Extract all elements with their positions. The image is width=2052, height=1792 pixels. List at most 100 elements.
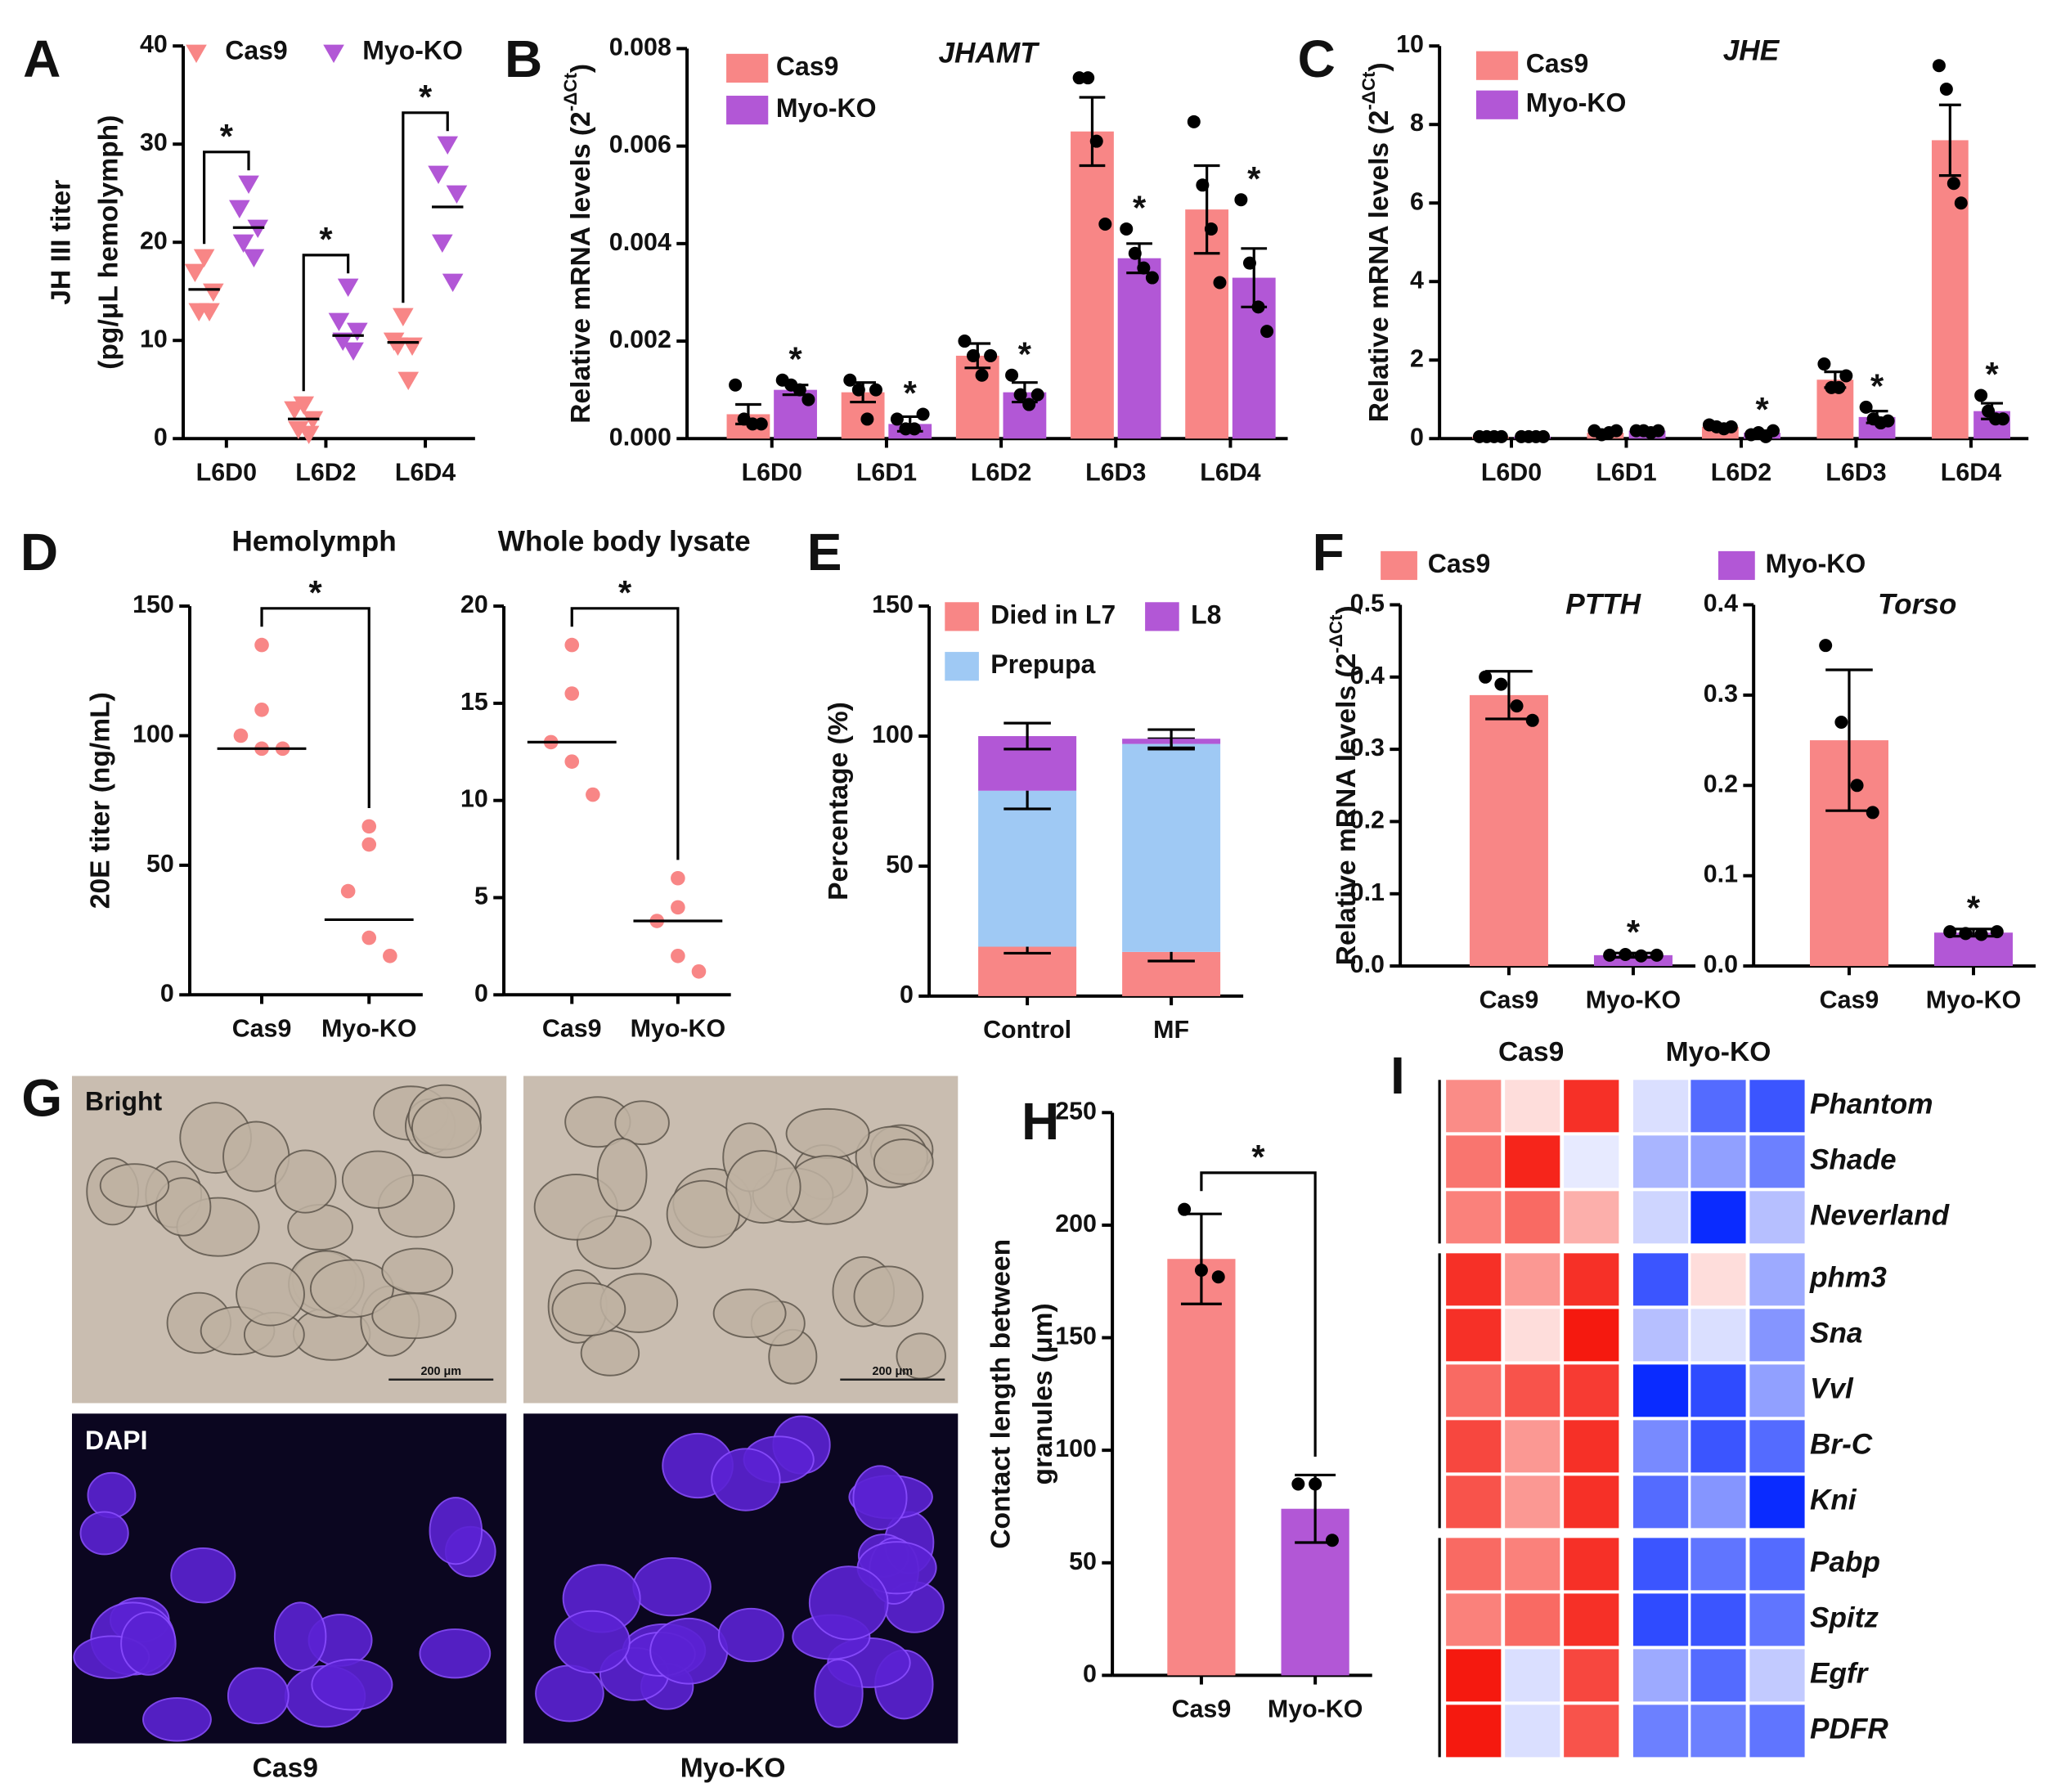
heatmap-cell: [1505, 1080, 1560, 1133]
granule: [429, 1497, 483, 1565]
data-point: [254, 703, 269, 717]
data-point: [1494, 429, 1508, 443]
panel-letter: H: [1022, 1092, 1059, 1151]
heatmap-cell: [1632, 1593, 1689, 1646]
data-point: [298, 425, 320, 445]
data-point: [1954, 196, 1968, 210]
row-label: DAPI: [85, 1426, 147, 1455]
error-bar: [1610, 951, 1657, 959]
data-point: [1260, 325, 1274, 339]
granule: [142, 1697, 212, 1742]
data-point: [1145, 271, 1159, 285]
heatmap-cell: [1564, 1475, 1619, 1529]
x-tick-label: Cas9: [542, 1015, 602, 1043]
bar: [1117, 258, 1161, 439]
bar: [1071, 131, 1114, 439]
data-point: [1990, 925, 2004, 939]
significance-label: *: [309, 573, 323, 612]
granule: [79, 1511, 129, 1556]
y-tick-label: 10: [460, 785, 488, 813]
x-tick-label: Myo-KO: [1926, 986, 2021, 1013]
heatmap-cell: [1749, 1309, 1805, 1362]
y-tick-label: 0.006: [609, 131, 671, 159]
panel-letter: A: [23, 29, 61, 88]
bar-segment: [978, 946, 1077, 996]
row-label: Sna: [1810, 1318, 1863, 1350]
significance-bracket: [1200, 1171, 1317, 1457]
y-tick-label: 200: [1055, 1210, 1097, 1237]
data-point: [361, 930, 377, 945]
data-point: [184, 263, 206, 283]
x-tick-label: L6D0: [1481, 458, 1542, 486]
heatmap-cell: [1505, 1649, 1560, 1702]
y-axis-label: JH III titer: [47, 180, 77, 305]
data-point: [233, 728, 249, 743]
data-point: [586, 787, 600, 802]
x-tick-label: MF: [1153, 1016, 1189, 1044]
significance-bracket: [260, 607, 370, 808]
significance-bracket: [302, 254, 350, 392]
data-point: [1128, 246, 1142, 260]
heatmap-cell: [1446, 1191, 1502, 1244]
heatmap-cell: [1632, 1191, 1689, 1244]
heatmap-cell: [1564, 1253, 1619, 1306]
granule: [712, 1288, 787, 1339]
data-point: [671, 870, 685, 886]
data-point: [890, 412, 904, 426]
data-point: [1479, 670, 1493, 684]
y-tick-label: 0: [900, 981, 914, 1008]
heatmap-cell: [1632, 1135, 1689, 1188]
data-point: [343, 342, 364, 362]
legend-label: Died in L7: [990, 600, 1116, 629]
data-point: [1494, 677, 1508, 691]
y-tick-label: 5: [474, 883, 488, 910]
heatmap-cell: [1749, 1420, 1805, 1473]
significance-label: *: [1133, 189, 1147, 227]
bar-segment: [1122, 743, 1221, 952]
panel-letter: C: [1298, 29, 1336, 88]
y-axis-label: granules (μm): [1028, 1303, 1058, 1484]
data-point: [238, 175, 259, 195]
heatmap-cell: [1691, 1253, 1746, 1306]
heatmap-cell: [1564, 1080, 1619, 1133]
error-bar: [1004, 721, 1051, 751]
row-label: Neverland: [1810, 1200, 1951, 1232]
data-point: [1619, 947, 1632, 961]
data-point: [383, 948, 397, 963]
y-tick-label: 0.1: [1704, 860, 1738, 888]
granule: [814, 1659, 864, 1728]
significance-bracket: [203, 150, 250, 245]
heatmap-cell: [1632, 1080, 1689, 1133]
y-tick-label: 0.2: [1350, 806, 1385, 833]
data-point: [564, 754, 580, 769]
y-axis-label-part: Relative mRNA levels (2: [1364, 110, 1394, 423]
data-point: [843, 373, 857, 387]
legend-swatch: [1145, 602, 1179, 631]
legend-swatch: [945, 602, 979, 631]
granule: [311, 1658, 393, 1711]
y-axis-label: Contact length between: [986, 1239, 1017, 1549]
y-axis-label: (pg/μL hemolymph): [93, 115, 123, 370]
heatmap-cell: [1749, 1538, 1805, 1591]
data-point: [1005, 368, 1019, 382]
legend-marker: [186, 44, 207, 64]
significance-label: *: [1755, 390, 1769, 429]
heatmap-cell: [1749, 1593, 1805, 1646]
y-tick-label: 100: [1055, 1435, 1097, 1462]
data-point: [691, 963, 707, 979]
significance-bracket: [570, 607, 680, 860]
y-axis-label-part: ): [1331, 605, 1362, 614]
y-tick-label: 0.4: [1704, 590, 1738, 618]
chart-title: JHE: [1723, 35, 1780, 67]
panel-letter: G: [21, 1068, 62, 1127]
data-point: [288, 420, 309, 440]
heatmap-cell: [1632, 1420, 1689, 1473]
heatmap-cell: [1691, 1593, 1746, 1646]
heatmap-cell: [1505, 1593, 1560, 1646]
heatmap-cell: [1749, 1253, 1805, 1306]
significance-label: *: [1985, 355, 1999, 393]
granule: [236, 1262, 305, 1327]
granule: [808, 1565, 889, 1641]
